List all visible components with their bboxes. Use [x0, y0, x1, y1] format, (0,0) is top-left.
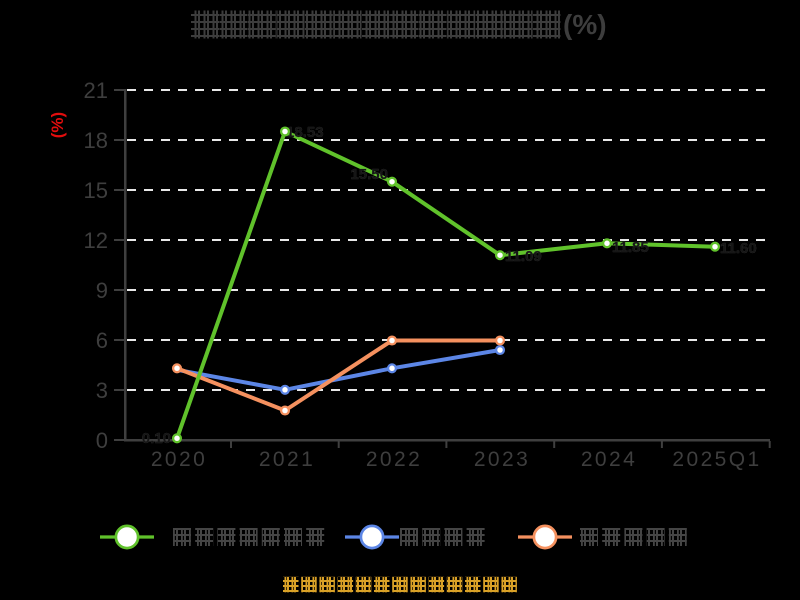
- svg-text:2024: 2024: [581, 448, 637, 471]
- svg-text:6: 6: [96, 328, 108, 353]
- svg-text:(%): (%): [563, 9, 607, 40]
- svg-text:11.09: 11.09: [505, 248, 542, 265]
- svg-text:2020: 2020: [151, 448, 207, 471]
- svg-text:2022: 2022: [366, 448, 422, 471]
- svg-text:15.50: 15.50: [350, 166, 388, 183]
- svg-text:2021: 2021: [259, 448, 315, 471]
- svg-text:18: 18: [84, 128, 108, 153]
- svg-text:15: 15: [84, 178, 108, 203]
- svg-text:0.10: 0.10: [142, 430, 171, 447]
- svg-text:2023: 2023: [474, 448, 530, 471]
- svg-text:3: 3: [96, 378, 108, 403]
- svg-text:11.85: 11.85: [612, 239, 649, 256]
- svg-text:21: 21: [84, 78, 108, 103]
- svg-text:18.53: 18.53: [286, 124, 324, 141]
- svg-text:11.60: 11.60: [720, 240, 757, 257]
- svg-text:(%): (%): [48, 112, 67, 138]
- svg-text:0: 0: [96, 428, 108, 453]
- svg-text:12: 12: [84, 228, 108, 253]
- svg-text:2025Q1: 2025Q1: [672, 448, 761, 471]
- svg-text:9: 9: [96, 278, 108, 303]
